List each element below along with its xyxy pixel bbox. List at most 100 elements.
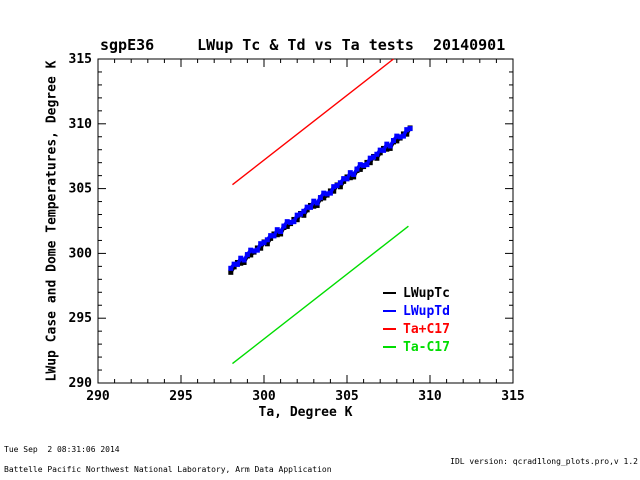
series-point-lwuptd xyxy=(374,151,380,157)
series-point-lwuptd xyxy=(324,191,330,197)
series-point-lwuptd xyxy=(390,138,396,144)
legend-dash-icon xyxy=(383,292,396,294)
series-point-lwuptc xyxy=(258,245,264,251)
series-point-lwuptd xyxy=(321,190,327,196)
legend-label: Ta-C17 xyxy=(403,339,450,355)
series-point-lwuptc xyxy=(264,241,270,247)
series-point-lwuptd xyxy=(331,184,337,190)
series-point-lwuptd xyxy=(351,171,357,177)
series-point-lwuptd xyxy=(301,208,307,214)
site-label: sgpE36 xyxy=(100,36,155,54)
legend-item-ta-minus-c17: Ta-C17 xyxy=(383,338,450,356)
series-point-lwuptc xyxy=(301,212,307,218)
series-point-lwuptd xyxy=(347,170,353,176)
legend-item-lwuptc: LWupTc xyxy=(383,284,450,302)
x-axis-title: Ta, Degree K xyxy=(258,405,353,420)
series-point-lwuptc xyxy=(284,223,290,229)
series-point-lwuptd xyxy=(307,204,313,210)
y-tick-label: 305 xyxy=(69,182,92,197)
series-point-lwuptd xyxy=(384,141,390,147)
series-point-lwuptc xyxy=(347,175,353,181)
series-point-lwuptc xyxy=(357,166,363,172)
legend-label: Ta+C17 xyxy=(403,321,450,337)
series-point-lwuptd xyxy=(357,162,363,168)
series-point-lwuptc xyxy=(394,138,400,144)
series-point-lwuptd xyxy=(294,212,300,218)
y-axis-title: LWup Case and Dome Temperatures, Degree … xyxy=(44,60,60,382)
series-point-lwuptd xyxy=(288,219,294,225)
footer-timestamp: Tue Sep 2 08:31:06 2014 xyxy=(4,445,120,454)
series-point-lwuptd xyxy=(377,147,383,153)
series-point-lwuptc xyxy=(331,188,337,194)
x-tick-label: 300 xyxy=(252,389,276,404)
series-point-lwuptd xyxy=(228,265,234,271)
series-point-lwuptd xyxy=(407,126,413,132)
series-point-lwuptd xyxy=(291,219,297,225)
series-point-lwuptd xyxy=(327,190,333,196)
series-point-lwuptd xyxy=(278,228,284,234)
series-point-lwuptc xyxy=(404,131,410,137)
series-point-lwuptc xyxy=(228,269,234,275)
series-point-lwuptd xyxy=(244,252,250,258)
series-point-lwuptc xyxy=(248,252,254,258)
y-tick-label: 295 xyxy=(69,311,92,326)
series-point-lwuptd xyxy=(234,261,240,267)
series-point-lwuptd xyxy=(271,233,277,239)
series-point-lwuptc xyxy=(274,232,280,238)
series-point-lwuptd xyxy=(381,147,387,153)
series-point-lwuptd xyxy=(311,198,317,204)
series-point-lwuptc xyxy=(238,260,244,266)
series-point-lwuptd xyxy=(400,133,406,139)
series-point-lwuptd xyxy=(367,155,373,161)
x-tick-label: 310 xyxy=(418,389,442,404)
series-point-lwuptd xyxy=(298,211,304,217)
legend-label: LWupTd xyxy=(403,303,450,319)
legend-dash-icon xyxy=(383,310,396,312)
series-point-lwuptd xyxy=(404,127,410,133)
series-point-lwuptd xyxy=(274,227,280,233)
series-point-lwuptd xyxy=(238,255,244,261)
series-point-lwuptc xyxy=(367,160,373,166)
series-point-lwuptd xyxy=(387,143,393,149)
series-line-ta-c17 xyxy=(232,225,409,365)
date-label: 20140901 xyxy=(433,36,506,54)
series-point-lwuptd xyxy=(314,200,320,206)
series-point-lwuptd xyxy=(394,133,400,139)
series-point-lwuptd xyxy=(264,237,270,243)
y-tick-label: 310 xyxy=(69,117,93,132)
series-line-ta+c17 xyxy=(232,58,394,186)
legend-label: LWupTc xyxy=(403,285,450,301)
y-tick-label: 315 xyxy=(69,52,92,67)
series-point-lwuptc xyxy=(321,195,327,201)
series-point-lwuptc xyxy=(311,203,317,209)
series-point-lwuptd xyxy=(334,183,340,189)
series-point-lwuptc xyxy=(384,146,390,152)
series-point-lwuptd xyxy=(371,154,377,160)
series-point-lwuptd xyxy=(254,247,260,253)
y-tick-label: 300 xyxy=(69,246,93,261)
x-tick-label: 315 xyxy=(501,389,524,404)
plot-title: LWup Tc & Td vs Ta tests xyxy=(197,36,414,54)
series-point-lwuptd xyxy=(364,162,370,168)
series-point-lwuptd xyxy=(248,247,254,253)
series-point-lwuptd xyxy=(268,233,274,239)
series-point-lwuptc xyxy=(294,217,300,223)
y-tick-label: 290 xyxy=(69,376,93,391)
series-point-lwuptd xyxy=(281,223,287,229)
series-point-lwuptc xyxy=(374,155,380,161)
x-tick-label: 290 xyxy=(86,389,110,404)
series-point-lwuptd xyxy=(231,261,237,267)
legend: LWupTc LWupTd Ta+C17 Ta-C17 xyxy=(383,284,450,356)
series-point-lwuptd xyxy=(341,176,347,182)
x-tick-label: 305 xyxy=(335,389,358,404)
x-tick-label: 295 xyxy=(169,389,192,404)
plot-frame xyxy=(97,58,514,384)
series-point-lwuptd xyxy=(241,257,247,263)
series-point-lwuptd xyxy=(261,240,267,246)
series-point-lwuptd xyxy=(304,204,310,210)
footer-idl-version: IDL version: qcrad1long_plots.pro,v 1.2 xyxy=(450,457,638,466)
series-point-lwuptd xyxy=(258,241,264,247)
series-point-lwuptd xyxy=(397,134,403,140)
